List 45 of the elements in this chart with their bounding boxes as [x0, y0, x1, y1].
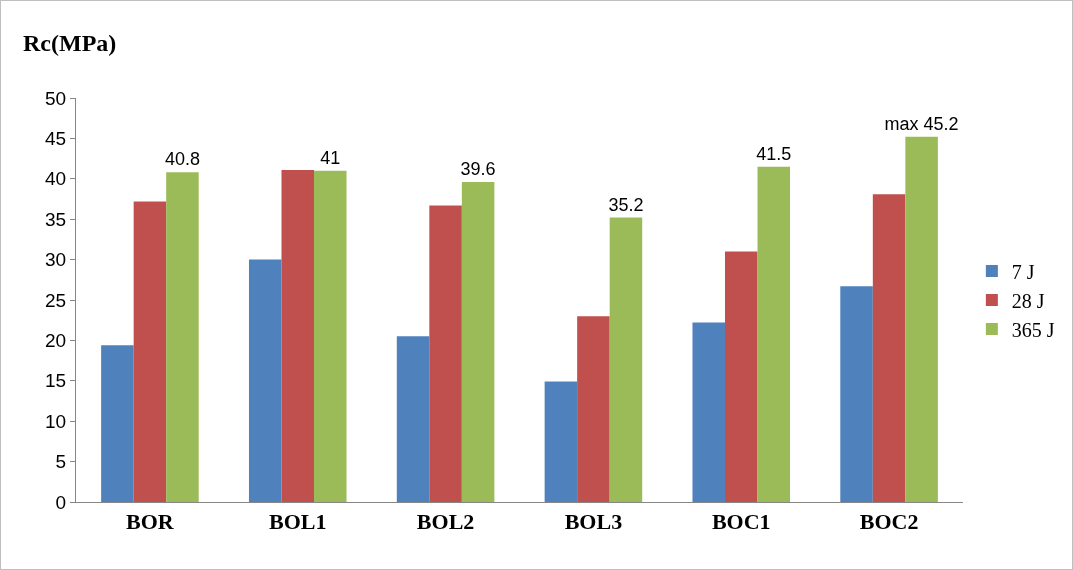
y-axis-title: Rc(MPa) — [23, 30, 117, 56]
bar — [248, 259, 282, 502]
bar — [609, 217, 643, 502]
bar — [281, 169, 315, 502]
bar — [692, 322, 725, 502]
y-tick-label: 10 — [45, 410, 67, 432]
bar — [757, 166, 791, 502]
y-tick-label: 35 — [45, 208, 67, 230]
data-label: max 45.2 — [884, 113, 959, 134]
x-tick-label: BOC1 — [711, 509, 771, 535]
bar — [166, 172, 199, 502]
y-tick-label: 45 — [45, 128, 67, 150]
data-label: 35.2 — [608, 194, 644, 215]
bar — [724, 251, 758, 502]
legend-label: 28 J — [1011, 289, 1045, 312]
data-label: 41.5 — [756, 143, 792, 164]
bar — [905, 136, 938, 502]
bar — [101, 345, 134, 502]
y-tick-label: 0 — [55, 491, 67, 513]
y-tick-label: 40 — [45, 168, 67, 190]
bar — [396, 336, 430, 502]
bar — [133, 201, 167, 502]
y-tick-label: 30 — [45, 249, 67, 271]
bar — [461, 182, 495, 502]
data-label: 40.8 — [164, 149, 200, 170]
x-tick-label: BOL1 — [269, 509, 327, 535]
y-tick-label: 20 — [45, 330, 67, 352]
y-tick-label: 50 — [45, 87, 67, 109]
bar — [429, 205, 462, 502]
bar — [577, 316, 610, 502]
x-tick-label: BOL2 — [416, 509, 475, 535]
legend-label: 7 J — [1011, 260, 1035, 283]
bar — [872, 194, 906, 502]
x-tick-label: BOR — [126, 509, 175, 535]
bar — [314, 170, 347, 502]
data-label: 39.6 — [460, 159, 496, 180]
bar — [840, 286, 873, 502]
x-tick-label: BOL3 — [564, 509, 623, 535]
legend-label: 365 J — [1011, 318, 1055, 341]
data-label: 41 — [320, 147, 341, 168]
bar — [544, 381, 578, 502]
x-tick-label: BOC2 — [859, 509, 919, 535]
y-tick-label: 15 — [45, 370, 67, 392]
y-tick-label: 5 — [55, 451, 67, 473]
y-tick-label: 25 — [45, 289, 67, 311]
